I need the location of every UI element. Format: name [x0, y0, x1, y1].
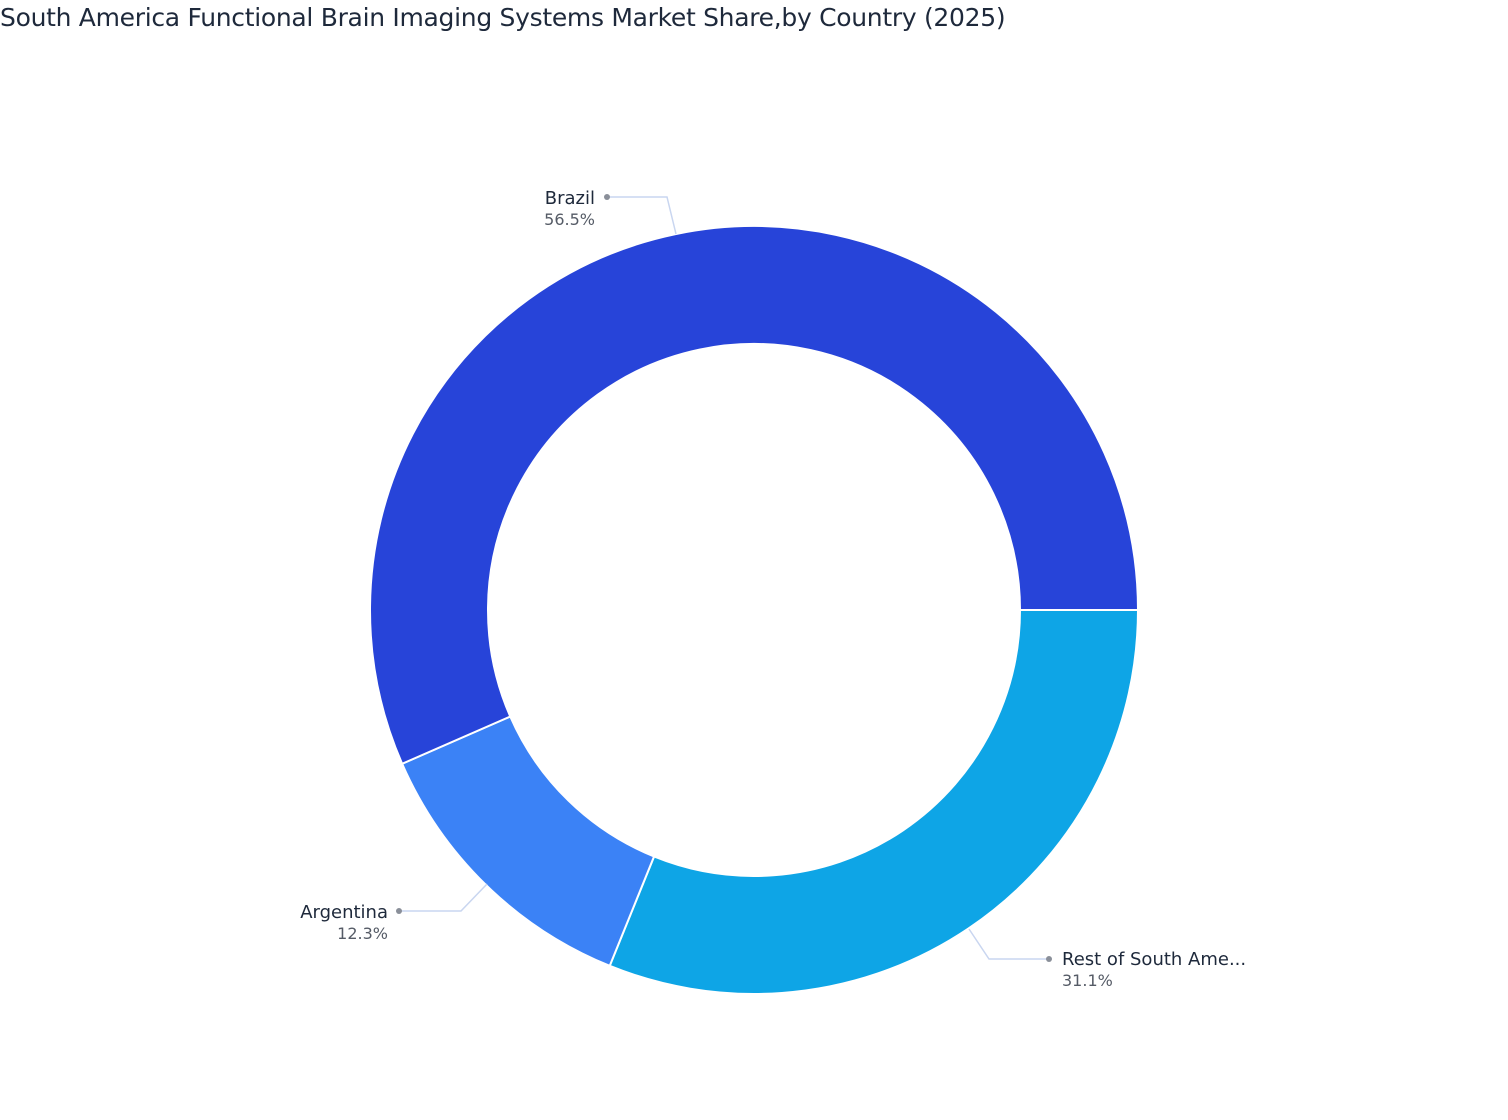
label-rest-name: Rest of South Ame... — [1062, 949, 1247, 970]
label-rest-of-south-america: Rest of South Ame... 31.1% — [1062, 949, 1246, 991]
slice-argentina[interactable] — [400, 715, 656, 968]
slice-rest-of-south-ame[interactable] — [608, 609, 1140, 995]
slice-brazil[interactable] — [369, 225, 1140, 766]
label-brazil-name: Brazil — [544, 188, 595, 209]
label-brazil-pct: 56.5% — [544, 210, 595, 229]
label-brazil: Brazil 56.5% — [495, 188, 595, 230]
chart-title: South America Functional Brain Imaging S… — [0, 3, 1006, 32]
label-argentina: Argentina 12.3% — [238, 902, 388, 944]
label-rest-pct: 31.1% — [1062, 971, 1113, 990]
leader-lines — [396, 194, 1052, 962]
label-argentina-name: Argentina — [300, 902, 388, 923]
label-argentina-pct: 12.3% — [337, 924, 388, 943]
